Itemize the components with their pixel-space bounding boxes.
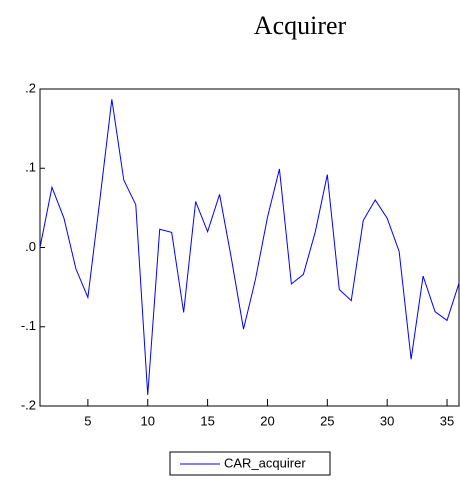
y-tick-label: .2 bbox=[25, 80, 36, 95]
x-tick-label: 10 bbox=[141, 413, 155, 428]
y-tick-label: .1 bbox=[25, 160, 36, 175]
legend-label: CAR_acquirer bbox=[224, 455, 306, 470]
y-tick-label: .0 bbox=[25, 239, 36, 254]
data-line bbox=[39, 99, 460, 395]
legend-box bbox=[169, 451, 331, 476]
y-tick-label: -.2 bbox=[21, 397, 36, 412]
x-tick-label: 20 bbox=[260, 413, 274, 428]
x-tick-label: 25 bbox=[320, 413, 334, 428]
x-tick-label: 35 bbox=[440, 413, 454, 428]
x-tick-label: 15 bbox=[200, 413, 214, 428]
y-tick-label: -.1 bbox=[21, 318, 36, 333]
plot-frame bbox=[39, 88, 460, 407]
x-tick-label: 30 bbox=[380, 413, 394, 428]
x-tick-label: 5 bbox=[84, 413, 91, 428]
chart-title: Acquirer bbox=[254, 11, 347, 40]
